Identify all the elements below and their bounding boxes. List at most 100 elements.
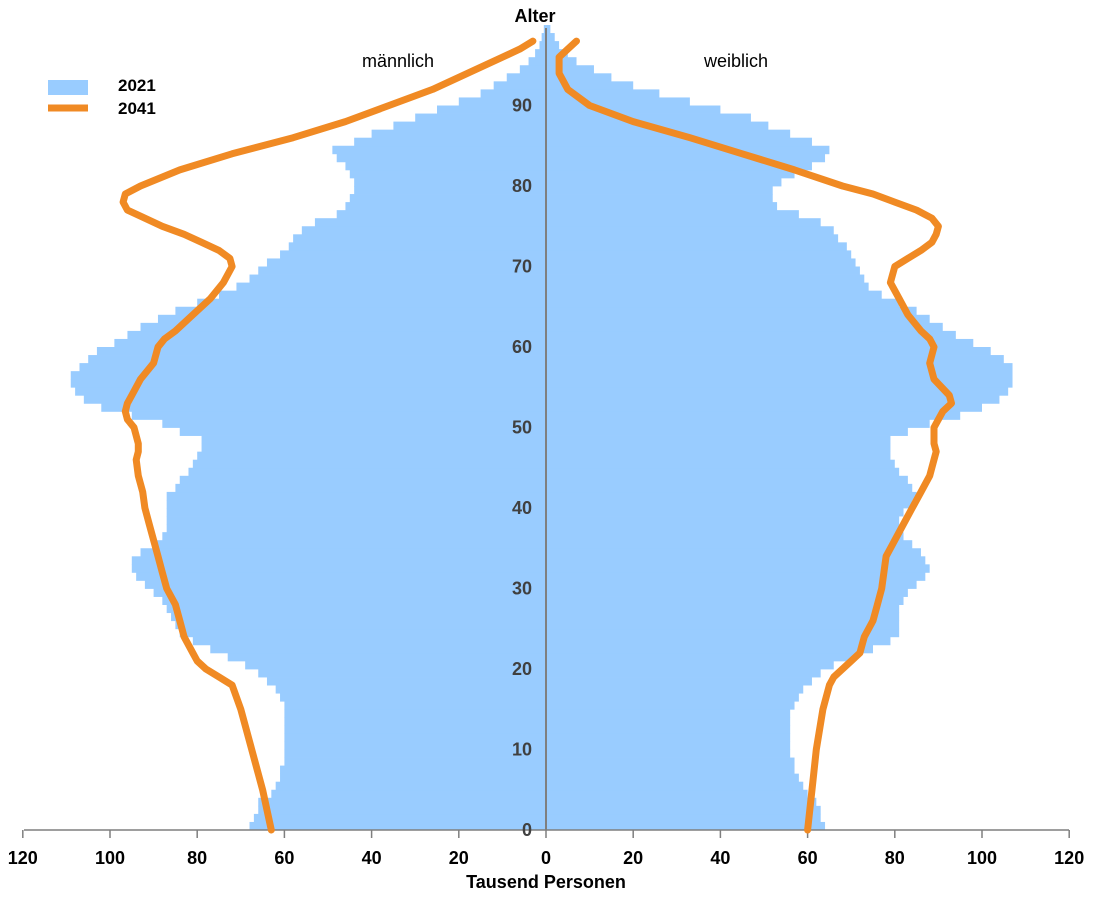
bar-male-age-79 (354, 186, 546, 195)
bar-female-age-94 (546, 65, 594, 74)
bar-female-age-3 (546, 797, 817, 807)
bar-female-age-32 (546, 564, 930, 573)
bar-female-age-55 (546, 379, 1013, 388)
bar-male-age-94 (519, 65, 546, 74)
bar-male-age-41 (166, 491, 546, 501)
bar-female-age-53 (546, 395, 1000, 404)
bar-male-age-76 (336, 210, 546, 219)
bar-male-age-54 (75, 387, 547, 396)
bar-male-age-77 (345, 202, 546, 211)
bar-female-age-34 (546, 548, 921, 557)
bar-female-age-40 (546, 499, 913, 509)
bar-female-age-26 (546, 612, 900, 622)
bar-male-age-73 (293, 234, 546, 243)
age-tick-label: 90 (512, 96, 532, 116)
bar-male-age-52 (101, 403, 546, 412)
bar-male-age-25 (175, 620, 546, 630)
bar-male-age-0 (249, 821, 546, 831)
bar-female-age-13 (546, 717, 791, 726)
x-tick-label: 60 (274, 848, 294, 868)
legend-label-2021: 2021 (118, 76, 156, 95)
bar-female-age-51 (546, 411, 961, 420)
bar-male-age-91 (480, 89, 546, 98)
male-label: männlich (362, 51, 434, 71)
bar-male-age-46 (197, 451, 546, 461)
bar-female-age-21 (546, 652, 856, 662)
bar-female-age-45 (546, 459, 895, 469)
bar-male-age-78 (349, 194, 546, 203)
x-tick-label: 80 (885, 848, 905, 868)
bar-female-age-81 (546, 169, 795, 179)
bar-female-age-8 (546, 757, 795, 766)
bar-male-age-92 (493, 81, 546, 90)
bar-male-age-39 (166, 508, 546, 517)
bar-female-age-27 (546, 604, 900, 614)
bar-male-age-30 (144, 580, 546, 589)
bar-female-age-49 (546, 427, 908, 436)
bar-female-age-23 (546, 636, 891, 646)
bar-male-age-16 (280, 693, 546, 702)
bar-female-age-67 (546, 282, 869, 292)
bar-female-age-19 (546, 669, 821, 678)
x-tick-label: 20 (623, 848, 643, 868)
bar-female-age-29 (546, 588, 908, 597)
bar-female-age-91 (546, 89, 660, 98)
lines-2041 (119, 37, 955, 834)
bar-female-age-28 (546, 596, 904, 605)
bar-female-age-57 (546, 363, 1013, 372)
bar-male-age-99 (543, 25, 546, 34)
bar-female-age-46 (546, 451, 891, 461)
bar-male-age-48 (201, 435, 546, 444)
bar-female-age-72 (546, 242, 847, 251)
bar-male-age-29 (153, 588, 546, 597)
bar-male-age-35 (153, 540, 546, 549)
bar-female-age-60 (546, 338, 974, 348)
bar-female-age-59 (546, 347, 991, 356)
x-tick-label: 100 (967, 848, 997, 868)
bar-female-age-56 (546, 371, 1013, 380)
bar-female-age-11 (546, 733, 791, 742)
bar-male-age-95 (528, 57, 546, 66)
bar-male-age-3 (258, 797, 546, 807)
y-tick-labels: 0 10 20 30 40 50 60 70 80 90 (512, 96, 532, 841)
age-tick-label: 60 (512, 337, 532, 357)
bar-male-age-12 (284, 725, 546, 734)
bar-male-age-51 (131, 411, 547, 420)
bar-male-age-70 (266, 258, 546, 267)
bar-male-age-72 (288, 242, 546, 251)
bar-female-age-50 (546, 419, 930, 428)
bar-male-age-97 (539, 41, 546, 50)
bar-male-age-85 (354, 137, 546, 147)
bar-male-age-56 (70, 371, 546, 380)
bar-female-age-2 (546, 805, 821, 815)
bar-female-age-44 (546, 467, 900, 477)
bar-female-age-93 (546, 73, 612, 82)
bar-male-age-21 (227, 652, 546, 662)
bar-female-age-74 (546, 226, 834, 235)
bar-male-age-75 (314, 218, 546, 227)
bar-male-age-86 (371, 129, 546, 139)
line-2041-male (119, 37, 537, 834)
axes (22, 28, 1070, 838)
age-tick-label: 10 (512, 740, 532, 760)
bar-female-age-54 (546, 387, 1009, 396)
bar-male-age-55 (70, 379, 546, 388)
bar-male-age-45 (192, 459, 546, 469)
bar-male-age-20 (245, 660, 546, 670)
age-tick-label: 20 (512, 659, 532, 679)
legend-label-2041: 2041 (118, 99, 156, 118)
bar-female-age-30 (546, 580, 917, 589)
bar-male-age-64 (175, 306, 546, 316)
bar-female-age-90 (546, 97, 690, 106)
bar-female-age-47 (546, 443, 891, 453)
bar-male-age-44 (188, 467, 547, 477)
bar-male-age-96 (535, 49, 546, 58)
x-tick-label: 120 (8, 848, 38, 868)
bar-female-age-12 (546, 725, 791, 734)
bar-female-age-7 (546, 765, 795, 775)
bars-2021-male (70, 25, 547, 831)
age-tick-label: 80 (512, 176, 532, 196)
bar-female-age-62 (546, 322, 943, 332)
bar-male-age-90 (458, 97, 546, 106)
